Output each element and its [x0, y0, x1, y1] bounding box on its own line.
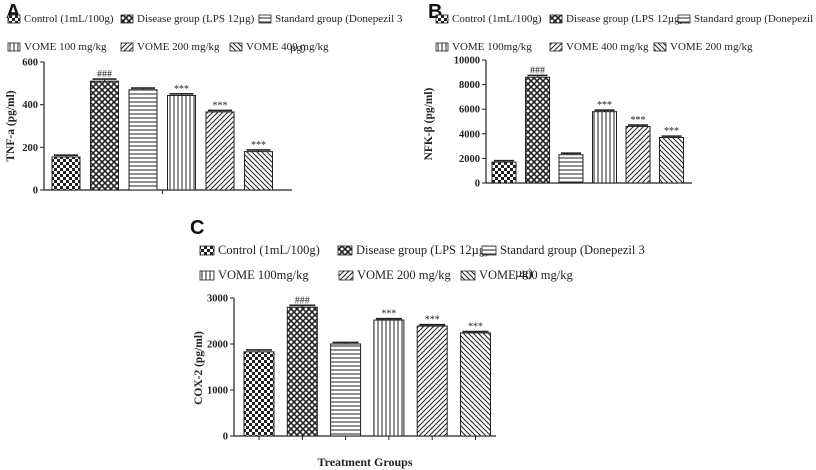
- significance-label: ***: [631, 115, 646, 126]
- legend-swatch: [199, 245, 215, 256]
- legend-swatch: [653, 42, 667, 52]
- legend-label: VOME 200 mg/kg: [137, 41, 220, 53]
- y-axis-label: COX-2 (pg/ml): [193, 331, 205, 405]
- significance-label: ***: [597, 100, 612, 111]
- significance-label: ###: [530, 65, 545, 76]
- significance-label: ***: [425, 315, 440, 326]
- legend-label: µg): [515, 266, 533, 280]
- legend-swatch: [120, 42, 134, 52]
- y-tick-label: 0: [223, 432, 228, 443]
- legend-label: VOME 200 mg/kg: [357, 268, 452, 282]
- y-tick-label: 600: [22, 58, 38, 69]
- legend: Control (1mL/100g) Disease group (LPS 12µ…: [7, 13, 403, 54]
- legend-label: Control (1mL/100g): [24, 13, 114, 25]
- bar: [243, 351, 275, 437]
- y-tick-label: 200: [22, 143, 38, 154]
- bar: [525, 76, 550, 184]
- significance-label: ***: [251, 140, 266, 151]
- y-tick-label: 400: [22, 100, 38, 111]
- legend-label: VOME 200 mg/kg: [670, 41, 753, 53]
- legend-swatch: [338, 270, 354, 281]
- legend-label: Disease group (LPS 12µg): [137, 13, 255, 25]
- panel-c: C Control (1mL/100g) Disease group (LPS 12…: [190, 217, 645, 469]
- significance-label: ***: [213, 100, 228, 111]
- bar: [659, 136, 684, 184]
- legend-swatch: [435, 42, 449, 52]
- x-axis-label: Treatment Groups: [318, 455, 413, 469]
- significance-label: ***: [468, 322, 483, 333]
- bar: [625, 125, 651, 184]
- bar: [460, 332, 491, 437]
- legend: Control (1mL/100g) Disease group (LPS 12µ…: [435, 13, 816, 53]
- panel-a: A Control (1mL/100g) Disease group (LPS 12…: [5, 1, 403, 197]
- y-tick-label: 4000: [459, 129, 480, 140]
- y-tick-label: 3000: [207, 294, 228, 305]
- legend-label: VOME 100mg/kg: [218, 268, 309, 282]
- bar: [205, 111, 235, 191]
- bar: [244, 151, 273, 191]
- legend-swatch: [7, 42, 21, 52]
- bar: [373, 319, 405, 437]
- legend-swatch: [199, 270, 215, 281]
- significance-label: ###: [97, 69, 112, 80]
- legend-label: Control (1mL/100g): [218, 243, 320, 257]
- bar: [558, 154, 584, 184]
- legend-swatch: [460, 270, 476, 281]
- legend-swatch: [120, 14, 134, 24]
- bar: [167, 94, 196, 191]
- legend-label: Disease group (LPS 12µg): [356, 243, 489, 257]
- bar: [128, 89, 158, 191]
- significance-label: ***: [664, 126, 679, 137]
- legend-label: VOME 400 mg/kg: [246, 41, 329, 53]
- legend-label: Standard group (Donepezil 3 µg): [694, 13, 816, 25]
- legend-label: Standard group (Donepezil 3: [275, 13, 403, 25]
- bar: [491, 161, 517, 184]
- y-tick-label: 0: [475, 179, 480, 190]
- legend-label: VOME 400 mg/kg: [479, 268, 574, 282]
- legend-label: VOME 400 mg/kg: [566, 41, 649, 53]
- y-tick-label: 2000: [459, 154, 480, 165]
- y-tick-label: 2000: [207, 340, 228, 351]
- legend-label: VOME 100mg/kg: [452, 41, 532, 53]
- bar: [416, 325, 448, 437]
- bar: [592, 111, 617, 184]
- significance-label: ###: [295, 295, 310, 306]
- panel-label: C: [190, 217, 204, 239]
- legend-swatch: [549, 42, 563, 52]
- legend-label: Control (1mL/100g): [452, 13, 542, 25]
- y-tick-label: 6000: [459, 105, 480, 116]
- legend: Control (1mL/100g) Disease group (LPS 12µ…: [199, 243, 645, 282]
- bar: [51, 156, 81, 191]
- legend-label: Standard group (Donepezil 3: [500, 243, 645, 257]
- y-tick-label: 1000: [207, 386, 228, 397]
- legend-swatch: [677, 14, 691, 24]
- panel-b: B Control (1mL/100g) Disease group (LPS 12…: [423, 1, 816, 190]
- legend-swatch: [258, 14, 272, 24]
- legend-swatch: [337, 245, 353, 256]
- y-tick-label: 8000: [459, 80, 480, 91]
- legend-swatch: [229, 42, 243, 52]
- bar: [330, 343, 362, 437]
- bar: [286, 306, 318, 437]
- legend-swatch: [7, 14, 21, 24]
- legend-swatch: [549, 14, 563, 24]
- bar: [90, 80, 119, 191]
- significance-label: ***: [174, 84, 189, 95]
- legend-swatch: [435, 14, 449, 24]
- y-axis-label: TNF-a (pg/ml): [5, 90, 17, 161]
- y-axis-label: NFK-β (pg/ml): [423, 87, 435, 160]
- legend-label: µg): [290, 42, 306, 54]
- legend-label: Disease group (LPS 12µg): [566, 13, 684, 25]
- y-tick-label: 10000: [454, 56, 480, 67]
- legend-swatch: [481, 245, 497, 256]
- legend-label: VOME 100 mg/kg: [24, 41, 107, 53]
- significance-label: ***: [381, 309, 396, 320]
- y-tick-label: 0: [33, 186, 38, 197]
